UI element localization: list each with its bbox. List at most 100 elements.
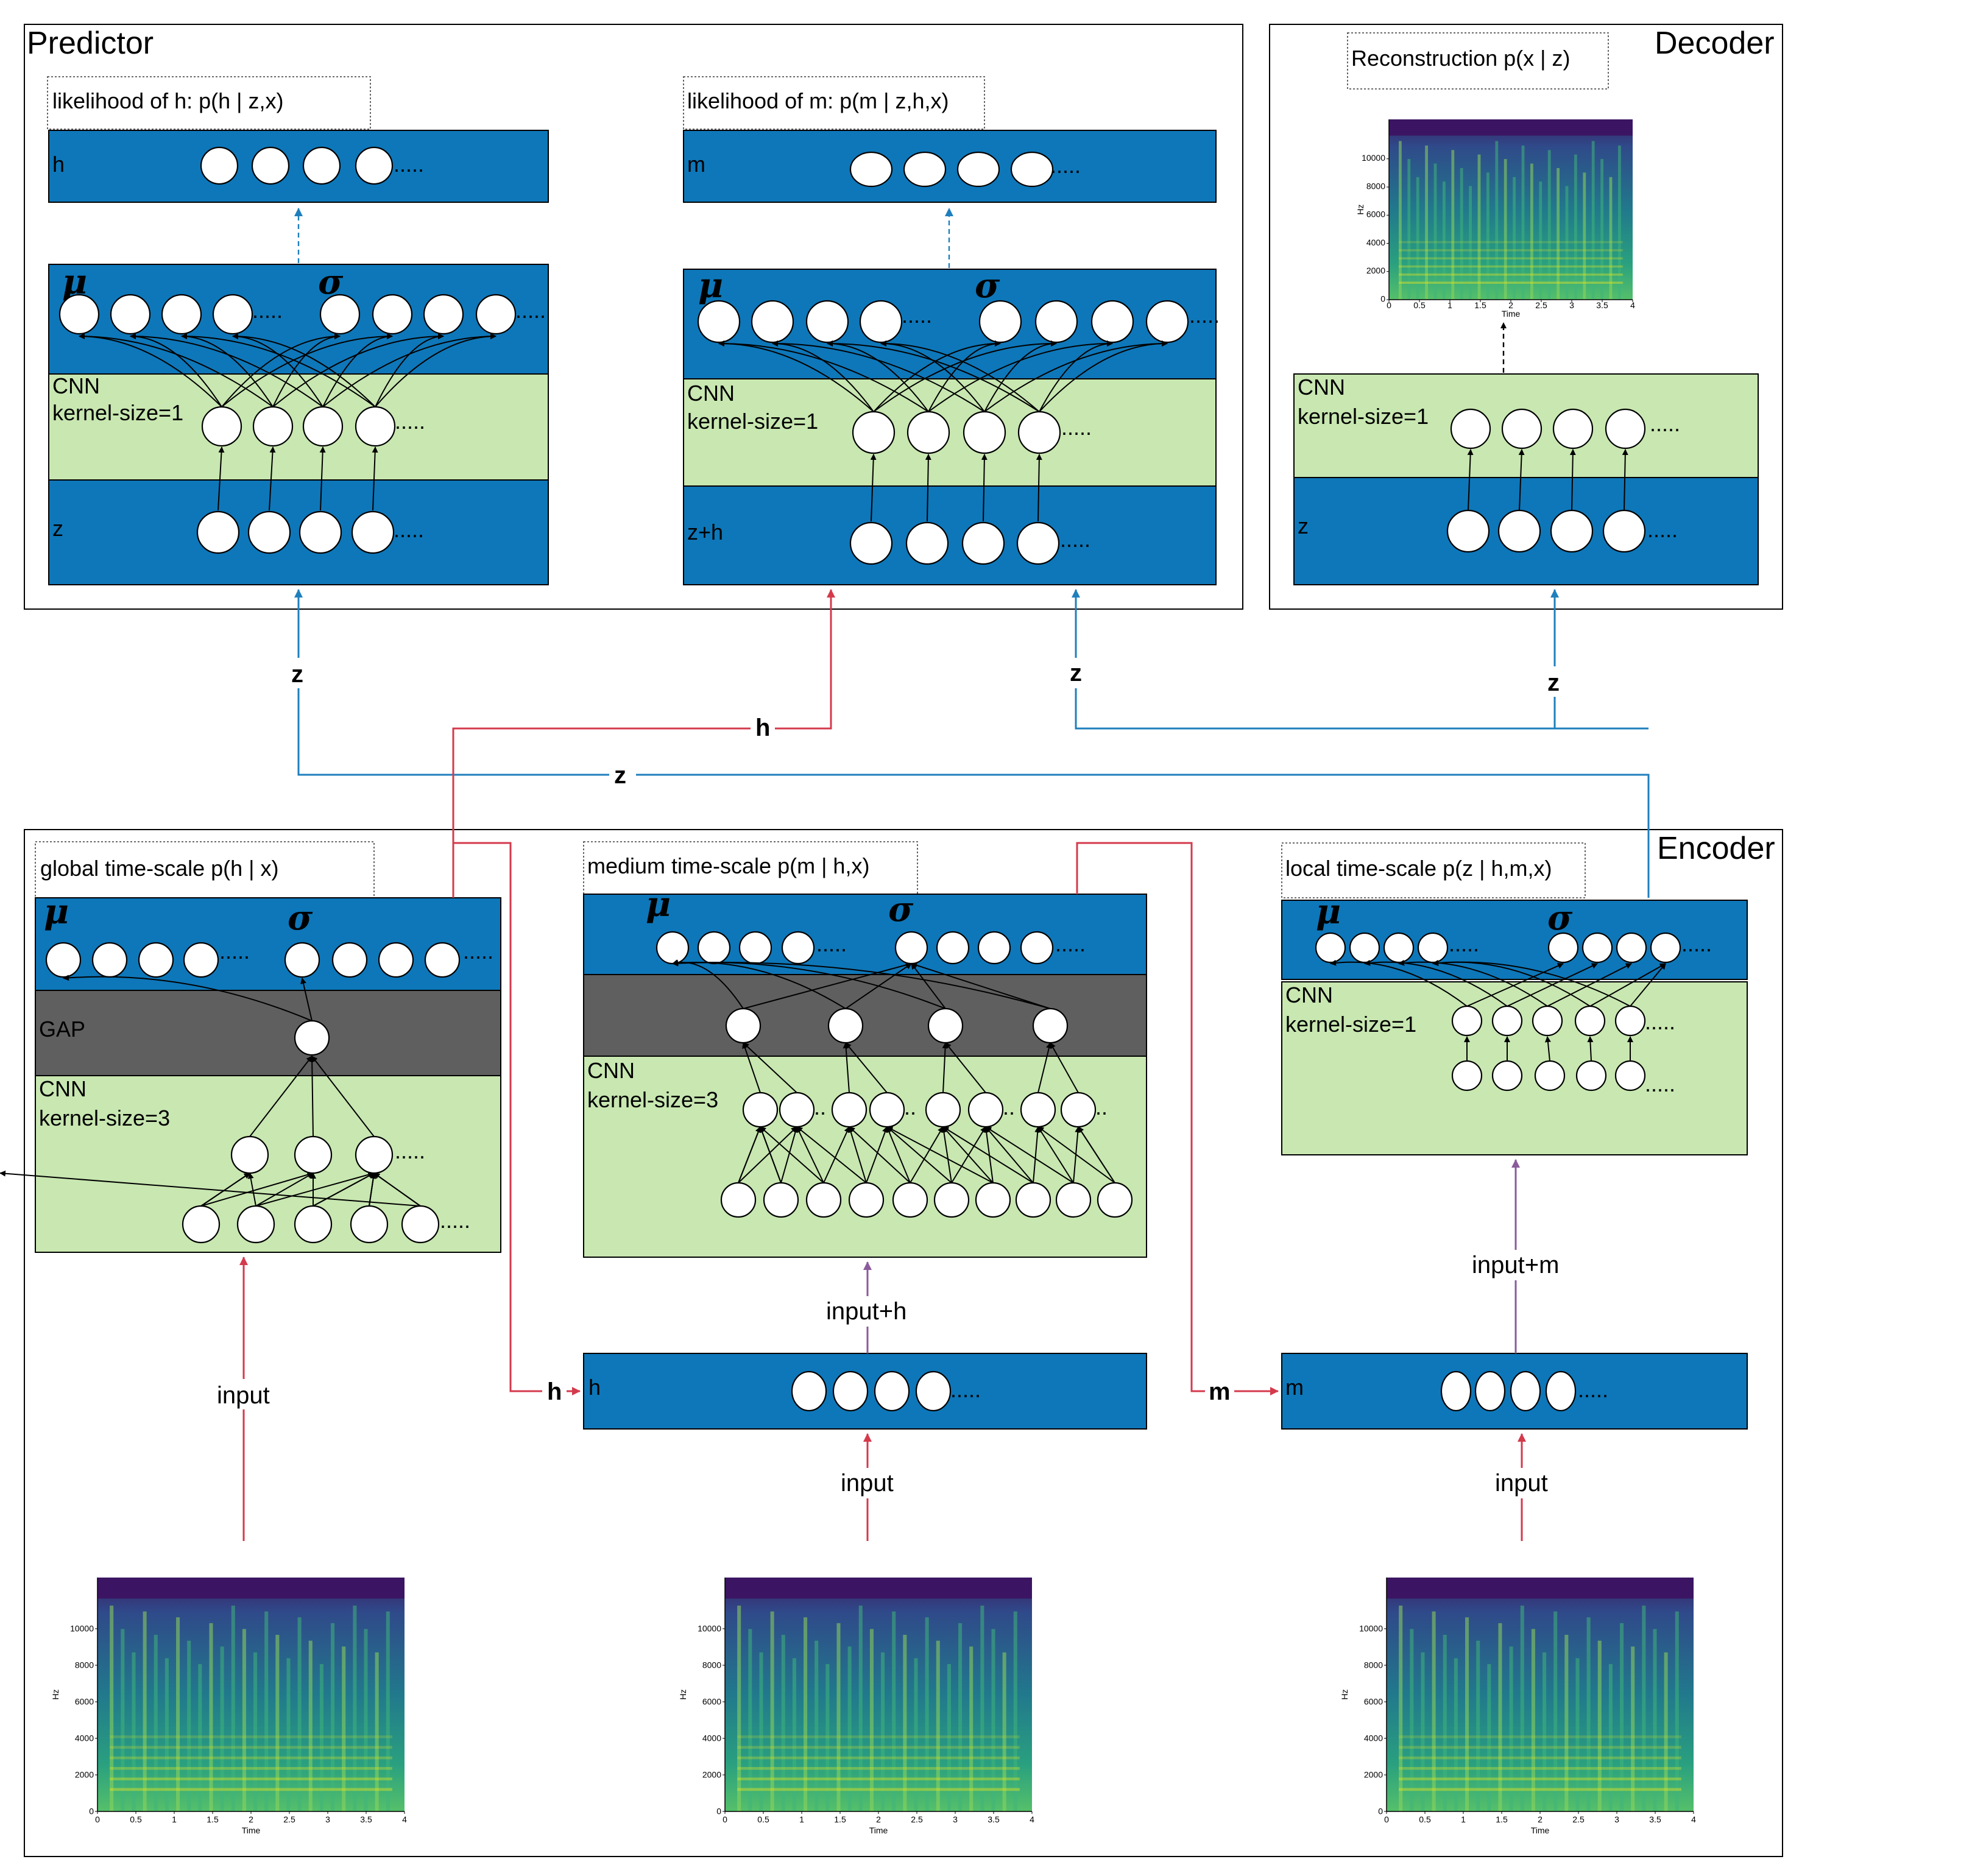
spectrogram-streak [253, 1652, 258, 1811]
x-axis-label: Time [1531, 1825, 1550, 1835]
connection-edge [870, 454, 877, 522]
input-label-medium: input [841, 1470, 894, 1497]
x-tick-label: 0 [1384, 1814, 1389, 1824]
spectrogram-streak [1399, 1606, 1403, 1811]
connection-edge [910, 1126, 944, 1183]
spectrogram-streak [132, 1652, 136, 1811]
x-tick-label: 2.5 [1572, 1814, 1585, 1824]
spectrogram-streak [892, 1611, 896, 1811]
connection-edge [255, 1171, 375, 1207]
ellipsis-dots: ..... [252, 298, 283, 323]
y-tick-label: 2000 [702, 1770, 721, 1780]
x-tick-label: 0.5 [757, 1814, 769, 1824]
connection-edge [886, 1126, 994, 1183]
neuron-node [933, 1182, 970, 1218]
spectrogram-streak [1618, 145, 1621, 300]
y-tick-label: 4000 [75, 1733, 94, 1743]
neuron-node [936, 931, 970, 965]
connection-edge [311, 1056, 375, 1137]
spectrogram-streak [386, 1611, 390, 1811]
decoder-caption: Reconstruction p(x | z) [1351, 46, 1570, 71]
connection-edge [942, 1042, 949, 1093]
y-tick-label: 10000 [1362, 153, 1385, 163]
x-tick-label: 1 [1447, 300, 1452, 310]
y-tick-label: 8000 [1364, 1660, 1383, 1670]
connection-edge [1466, 963, 1564, 1007]
spectrogram-streak [364, 1629, 368, 1811]
spectrogram-streak [1425, 145, 1428, 300]
neuron-node [350, 1205, 389, 1244]
connection-edge [181, 333, 376, 407]
neuron-node [1097, 1182, 1133, 1218]
spectrogram-streak [154, 1635, 158, 1811]
x-tick-label: 0 [723, 1814, 727, 1824]
neuron-node [236, 1205, 275, 1244]
spectrogram-streak [286, 1658, 291, 1811]
neuron-node [915, 1370, 952, 1412]
spectrogram-streak [980, 1606, 984, 1811]
spectrogram-streak [958, 1623, 963, 1811]
neuron-node [1016, 521, 1060, 565]
neuron-node [725, 1007, 762, 1044]
spectrogram-streak [1543, 1652, 1547, 1811]
neuron-node [1451, 1005, 1483, 1037]
connection-edge [1037, 1042, 1052, 1093]
neuron-node [1417, 932, 1449, 964]
neuron-node [849, 521, 893, 565]
spectrogram-streak [1495, 141, 1499, 300]
neuron-node [182, 1205, 221, 1244]
neuron-node [1614, 1005, 1646, 1037]
neuron-node [1547, 932, 1579, 964]
x-tick-label: 3 [1569, 300, 1574, 310]
connection-edge [0, 1170, 421, 1207]
input-spectrogram-local: 0 2000 4000 6000 8000 10000 0 0.5 1 1.5 2 2.5 3 3.5 4 T… [1340, 1578, 1696, 1835]
neuron-node [196, 510, 240, 554]
y-tick-label: 6000 [1364, 1697, 1383, 1707]
connection-edge [313, 1172, 375, 1207]
neuron-node [779, 1091, 815, 1128]
encoder-title: Encoder [1657, 831, 1775, 866]
spectrogram-streak [331, 1623, 335, 1811]
neuron-node [45, 942, 82, 978]
connection-edge [369, 1172, 376, 1207]
ellipsis-dots: ..... [1055, 931, 1086, 956]
spectrogram-harmonic [110, 1788, 392, 1791]
neuron-node [751, 300, 794, 344]
spectrogram-streak [1620, 1623, 1624, 1811]
neuron-node [763, 1182, 799, 1218]
spectrogram-streak [1002, 1652, 1006, 1811]
spectrogram-harmonic [1399, 273, 1623, 276]
predictor-title: Predictor [27, 26, 154, 61]
connection-edge [886, 1126, 911, 1183]
spectrogram-harmonic [737, 1767, 1020, 1770]
connection-edge [1039, 340, 1113, 412]
connection-edge [1432, 960, 1631, 1007]
spectrogram-streak [209, 1623, 213, 1811]
connection-edge [672, 960, 1051, 1009]
spectrogram-streak [1460, 168, 1463, 300]
neuron-node [1017, 411, 1061, 454]
neuron-node [848, 1182, 885, 1218]
pred-m-mu-symbol: μ [698, 266, 723, 306]
x-tick-label: 0 [1387, 300, 1391, 310]
encoder-medium-network: medium time-scale p(m | h,x) CNN kernel-… [583, 841, 1147, 1258]
spectrogram-streak [187, 1640, 191, 1811]
enc-local-mu-symbol: μ [1316, 892, 1341, 932]
neuron-node [906, 411, 950, 454]
x-tick-label: 1 [799, 1814, 804, 1824]
ellipsis-dots: ..... [515, 298, 546, 323]
spectrogram-streak [1443, 1635, 1447, 1811]
x-tick-label: 1 [1461, 1814, 1466, 1824]
spectrogram-streak [1521, 145, 1525, 300]
spectrogram-top-band [1387, 1578, 1694, 1599]
x-tick-label: 0.5 [1419, 1814, 1431, 1824]
y-axis-label: Hz [1355, 204, 1365, 214]
neuron-node [1474, 1370, 1506, 1412]
connection-edge [200, 1171, 314, 1207]
connection-edge [1587, 1036, 1594, 1062]
spectrogram-streak [825, 1664, 830, 1811]
enc-global-mu-symbol: μ [44, 892, 69, 932]
connection-edge [63, 975, 313, 1021]
spectrogram-harmonic [737, 1746, 1020, 1749]
connection-edge [373, 1172, 421, 1207]
